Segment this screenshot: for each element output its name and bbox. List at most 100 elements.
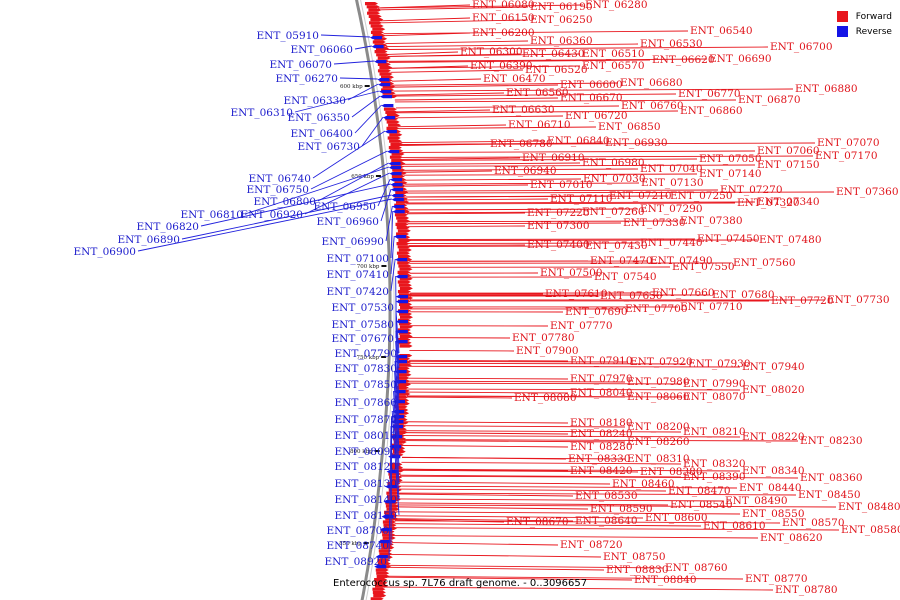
forward-gene-label: ENT_08280 xyxy=(570,441,633,453)
forward-gene-label: ENT_07930 xyxy=(688,358,751,370)
reverse-gene-arrow xyxy=(379,528,392,532)
kbp-tick-mark xyxy=(381,265,387,267)
reverse-label-connector xyxy=(317,162,389,202)
forward-gene-label: ENT_06980 xyxy=(582,157,645,169)
reverse-gene-label: ENT_06330 xyxy=(283,95,346,107)
forward-gene-arrow xyxy=(367,11,381,15)
forward-label-connector xyxy=(395,511,741,515)
genome-backbone-inner-arc xyxy=(360,0,395,600)
reverse-gene-label: ENT_07580 xyxy=(331,319,394,331)
forward-label-connector xyxy=(407,388,741,391)
forward-gene-arrow xyxy=(397,280,411,284)
reverse-gene-arrow xyxy=(378,83,391,87)
reverse-label-connector xyxy=(294,90,380,113)
forward-label-connector xyxy=(398,124,507,128)
forward-gene-arrow xyxy=(397,245,411,249)
reverse-gene-arrow xyxy=(392,210,405,214)
reverse-gene-label: ENT_06960 xyxy=(316,216,379,228)
forward-label-connector xyxy=(398,493,574,497)
forward-gene-arrow xyxy=(387,136,401,140)
reverse-gene-arrow xyxy=(375,555,388,559)
forward-gene-label: ENT_07610 xyxy=(545,288,608,300)
forward-label-connector xyxy=(404,184,529,187)
forward-gene-arrow xyxy=(377,62,391,66)
forward-gene-label: ENT_06680 xyxy=(620,77,683,89)
reverse-gene-label: ENT_06800 xyxy=(253,196,316,208)
forward-label-connector xyxy=(394,93,677,97)
forward-label-connector xyxy=(398,126,597,130)
forward-label-connector xyxy=(396,504,837,508)
forward-gene-label: ENT_07990 xyxy=(683,378,746,390)
forward-gene-arrow xyxy=(389,139,403,143)
forward-label-connector xyxy=(406,208,639,211)
forward-gene-label: ENT_08040 xyxy=(570,387,633,399)
forward-gene-label: ENT_08230 xyxy=(800,435,863,447)
forward-gene-label: ENT_07040 xyxy=(640,163,703,175)
forward-gene-arrow xyxy=(397,229,411,233)
forward-gene-label: ENT_07290 xyxy=(640,203,703,215)
forward-gene-arrow xyxy=(385,504,399,508)
reverse-label-connector xyxy=(361,116,384,147)
forward-gene-label: ENT_08460 xyxy=(612,478,675,490)
forward-label-connector xyxy=(394,97,559,101)
forward-gene-arrow xyxy=(396,242,410,246)
forward-gene-label: ENT_08020 xyxy=(742,384,805,396)
forward-label-connector xyxy=(404,435,741,438)
reverse-gene-arrow xyxy=(396,300,409,304)
forward-label-connector xyxy=(408,377,569,380)
forward-gene-arrow xyxy=(396,251,410,255)
reverse-gene-arrow xyxy=(390,188,403,192)
forward-label-connector xyxy=(402,158,698,161)
forward-gene-arrow xyxy=(398,248,412,252)
forward-gene-arrow xyxy=(370,24,384,28)
reverse-swatch xyxy=(836,26,848,37)
reverse-gene-arrow xyxy=(395,258,408,262)
reverse-label-connector xyxy=(312,130,386,179)
reverse-gene-label: ENT_06920 xyxy=(240,209,303,221)
forward-label-connector xyxy=(400,469,639,473)
kbp-tick-mark xyxy=(364,85,370,87)
forward-label-connector xyxy=(402,157,521,160)
forward-gene-label: ENT_08750 xyxy=(603,551,666,563)
forward-label-connector xyxy=(405,195,669,198)
reverse-label-connector xyxy=(320,34,371,38)
legend-reverse: Reverse xyxy=(836,24,892,39)
forward-gene-label: ENT_08210 xyxy=(683,426,746,438)
forward-gene-label: ENT_08610 xyxy=(703,520,766,532)
forward-label-connector xyxy=(407,391,569,394)
forward-gene-arrow xyxy=(389,155,403,159)
forward-label-connector xyxy=(386,576,633,581)
reverse-gene-arrow xyxy=(381,515,394,519)
forward-gene-label: ENT_06570 xyxy=(582,60,645,72)
reverse-gene-arrow xyxy=(390,178,403,182)
forward-label-connector xyxy=(405,189,719,192)
forward-gene-arrow xyxy=(386,120,400,124)
forward-label-connector xyxy=(397,502,669,506)
forward-gene-arrow xyxy=(379,72,393,76)
reverse-gene-label: ENT_06350 xyxy=(287,112,350,124)
forward-label-connector xyxy=(403,445,569,448)
forward-label-connector xyxy=(408,239,758,242)
forward-label-connector xyxy=(404,432,569,435)
reverse-label-connector xyxy=(385,205,393,242)
reverse-gene-arrow xyxy=(380,95,393,99)
forward-gene-arrow xyxy=(388,123,402,127)
forward-label-connector xyxy=(395,105,620,109)
forward-gene-arrow xyxy=(388,146,402,150)
reverse-label-connector xyxy=(395,330,400,385)
forward-label-connector xyxy=(398,488,667,492)
reverse-gene-arrow xyxy=(387,150,400,154)
forward-gene-label: ENT_06760 xyxy=(621,100,684,112)
forward-label-connector xyxy=(408,362,687,365)
reverse-gene-arrow xyxy=(388,162,401,166)
forward-gene-arrow xyxy=(395,222,409,226)
forward-label-connector xyxy=(391,78,482,82)
forward-gene-label: ENT_07480 xyxy=(759,234,822,246)
forward-gene-label: ENT_07550 xyxy=(672,261,735,273)
kbp-tick-label: 700 kbp xyxy=(357,264,380,270)
forward-gene-arrow xyxy=(397,382,411,386)
forward-label-connector xyxy=(408,242,639,244)
forward-gene-arrow xyxy=(398,264,412,268)
forward-gene-label: ENT_08240 xyxy=(570,428,633,440)
reverse-gene-label: ENT_06900 xyxy=(73,246,136,258)
